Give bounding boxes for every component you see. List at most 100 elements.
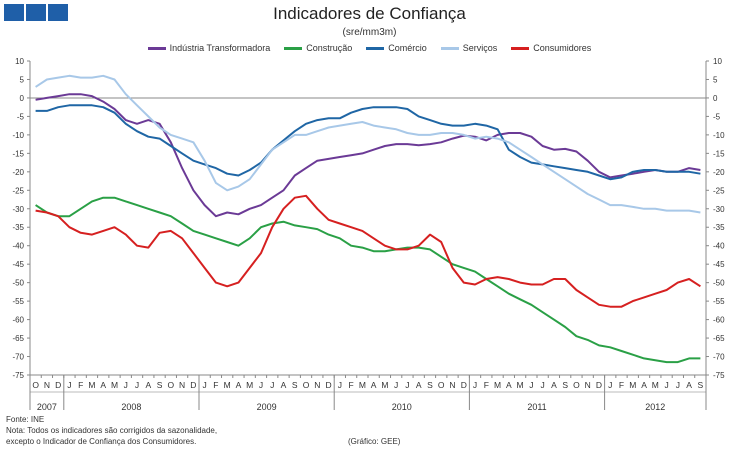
month-label: J [541, 380, 545, 390]
month-label: N [585, 380, 591, 390]
month-label: J [259, 380, 263, 390]
series-line-servi-os [35, 74, 701, 214]
year-label: 2010 [392, 402, 412, 412]
y-tick-label: -35 [713, 223, 725, 232]
month-label: M [111, 380, 118, 390]
month-label: J [664, 380, 668, 390]
legend-swatch [147, 46, 166, 50]
legend-label: Consumidores [533, 43, 592, 53]
month-label: S [427, 380, 433, 390]
month-label: D [55, 380, 61, 390]
month-label: D [461, 380, 467, 390]
month-label: A [551, 380, 557, 390]
month-label: J [203, 380, 207, 390]
legend-swatch [366, 46, 385, 50]
y-tick-label: -10 [713, 131, 725, 140]
y-tick-label: -25 [12, 186, 24, 195]
month-label: M [652, 380, 659, 390]
y-tick-label: -20 [12, 168, 24, 177]
legend-label: Serviços [462, 43, 498, 53]
month-label: O [303, 380, 310, 390]
month-label: J [473, 380, 477, 390]
month-label: A [236, 380, 242, 390]
month-label: J [676, 380, 680, 390]
y-tick-label: -65 [12, 334, 24, 343]
month-label: J [608, 380, 612, 390]
legend-item: Serviços [440, 43, 498, 53]
legend: Indústria Transformadora Construção Comérc… [0, 43, 739, 53]
y-tick-label: 0 [713, 94, 718, 103]
logo-block [4, 4, 24, 21]
year-label: 2012 [645, 402, 665, 412]
legend-label: Construção [306, 43, 353, 53]
month-label: M [494, 380, 501, 390]
series-line-ind-stria-transformadora [35, 93, 701, 218]
y-tick-label: -70 [12, 353, 24, 362]
source-note: Fonte: INE [6, 415, 45, 424]
year-label: 2009 [257, 402, 277, 412]
month-label: N [179, 380, 185, 390]
legend-label: Comércio [388, 43, 427, 53]
y-tick-label: -45 [12, 260, 24, 269]
month-label: S [292, 380, 298, 390]
y-tick-label: 0 [20, 94, 25, 103]
month-label: N [44, 380, 50, 390]
note-line-2: excepto o Indicador de Confiança dos Con… [6, 437, 197, 446]
y-tick-label: -45 [713, 260, 725, 269]
month-label: O [573, 380, 580, 390]
month-label: F [78, 380, 83, 390]
series-line-consumidores [35, 194, 701, 308]
series-line-constru-o [35, 196, 701, 364]
month-label: M [517, 380, 524, 390]
month-label: J [67, 380, 71, 390]
legend-item: Comércio [366, 43, 427, 53]
month-label: J [270, 380, 274, 390]
month-label: M [381, 380, 388, 390]
month-label: J [529, 380, 533, 390]
month-label: S [698, 380, 704, 390]
y-tick-label: -20 [713, 168, 725, 177]
series-line-com-rcio [35, 104, 701, 181]
month-label: F [484, 380, 489, 390]
legend-item: Construção [284, 43, 352, 53]
y-tick-label: -75 [713, 371, 725, 380]
legend-item: Consumidores [511, 43, 591, 53]
month-label: S [157, 380, 163, 390]
y-tick-label: -50 [713, 279, 725, 288]
month-label: D [325, 380, 331, 390]
y-tick-label: -5 [713, 112, 721, 121]
y-tick-label: -75 [12, 371, 24, 380]
y-tick-label: -50 [12, 279, 24, 288]
y-tick-label: -30 [12, 205, 24, 214]
y-tick-label: -10 [12, 131, 24, 140]
legend-swatch [440, 46, 459, 50]
y-tick-label: -5 [17, 112, 25, 121]
month-label: A [686, 380, 692, 390]
year-label: 2007 [37, 402, 57, 412]
month-label: J [338, 380, 342, 390]
legend-item: Indústria Transformadora [147, 43, 271, 53]
legend-label: Indústria Transformadora [169, 43, 271, 53]
y-tick-label: -55 [12, 297, 24, 306]
logo-block [26, 4, 46, 21]
legend-swatch [284, 46, 303, 50]
y-tick-label: -40 [12, 242, 24, 251]
y-tick-label: -55 [713, 297, 725, 306]
month-label: A [371, 380, 377, 390]
month-label: M [629, 380, 636, 390]
month-label: A [281, 380, 287, 390]
month-label: J [135, 380, 139, 390]
y-tick-label: 5 [713, 75, 718, 84]
month-label: D [596, 380, 602, 390]
y-tick-label: -40 [713, 242, 725, 251]
y-tick-label: 10 [15, 57, 24, 66]
note-line-1: Nota: Todos os indicadores são corrigido… [6, 426, 218, 435]
month-label: N [314, 380, 320, 390]
year-label: 2008 [121, 402, 141, 412]
month-label: A [506, 380, 512, 390]
y-tick-label: -60 [12, 316, 24, 325]
y-tick-label: 10 [713, 57, 722, 66]
month-label: N [449, 380, 455, 390]
month-label: D [190, 380, 196, 390]
y-tick-label: -35 [12, 223, 24, 232]
